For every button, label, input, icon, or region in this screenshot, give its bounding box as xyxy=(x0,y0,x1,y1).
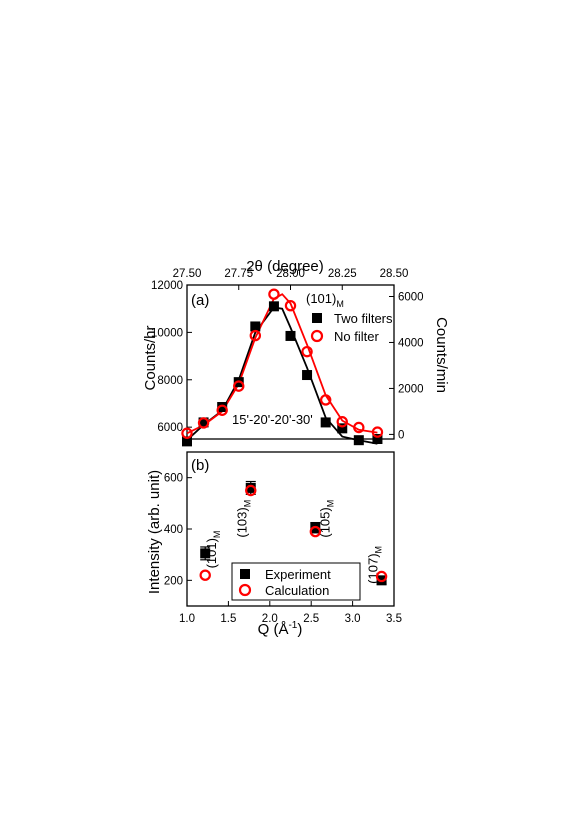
legend-a-marker-no-filter xyxy=(310,329,324,343)
data-point-no-filter xyxy=(301,345,313,358)
panel-a-annotation: 15'-20'-20'-30' xyxy=(232,412,313,427)
data-point-experiment xyxy=(245,482,256,493)
y-tick-label-b: 200 xyxy=(164,575,183,587)
legend-b-label-experiment: Experiment xyxy=(265,567,331,582)
panel-b-label: (b) xyxy=(191,457,209,474)
x-axis-title-b-main: Q (Å xyxy=(258,621,289,638)
top-x-tick-label: 28.50 xyxy=(380,268,409,280)
legend-a-label-two-filters: Two filters xyxy=(334,311,393,326)
panel-a: 2θ (degree) Counts/hr Counts/min (a) (10… xyxy=(142,258,450,447)
right-y-axis-title: Counts/min xyxy=(433,317,450,393)
right-y-tick-label: 0 xyxy=(398,429,404,441)
left-y-tick-label: 10000 xyxy=(151,327,183,339)
data-point-no-filter xyxy=(353,421,365,434)
data-point-calculation xyxy=(199,569,211,581)
x-tick-label-b: 3.5 xyxy=(386,613,402,625)
panel-b: (b) Intensity (arb. unit) Q (Å-1) Experi… xyxy=(146,451,402,638)
x-tick-label-b: 3.0 xyxy=(345,613,361,625)
y-tick-label-b: 600 xyxy=(164,473,183,485)
top-x-tick-label: 27.75 xyxy=(224,268,253,280)
peak-label-b-main: (101) xyxy=(204,538,219,568)
top-x-tick-label: 27.50 xyxy=(173,268,202,280)
x-tick-label-b: 1.0 xyxy=(179,613,195,625)
data-point-two-filters xyxy=(250,321,261,332)
data-point-two-filters xyxy=(217,402,228,413)
legend-a: Two filters No filter xyxy=(310,311,393,344)
peak-label-b-sub: M xyxy=(212,531,222,539)
data-point-no-filter xyxy=(371,426,384,438)
top-x-axis-title: 2θ (degree) xyxy=(246,258,324,275)
x-tick-label-b: 2.5 xyxy=(303,613,319,625)
right-y-tick-label: 2000 xyxy=(398,383,424,395)
panel-a-label: (a) xyxy=(191,292,209,309)
legend-b-label-calculation: Calculation xyxy=(265,583,329,598)
data-point-two-filters xyxy=(372,434,383,444)
x-axis-title-b-tail: ) xyxy=(297,621,302,638)
x-tick-label-b: 2.0 xyxy=(262,613,278,625)
data-point-two-filters xyxy=(337,423,348,434)
peak-label-b: (103)M xyxy=(235,500,253,538)
peak-label-b-sub: M xyxy=(325,500,335,508)
data-point-two-filters xyxy=(182,436,192,447)
x-tick-label-b: 1.5 xyxy=(220,613,236,625)
data-point-no-filter xyxy=(249,329,262,342)
x-axis-title-b-sup: -1 xyxy=(288,620,297,631)
peak-label-b-sub: M xyxy=(373,546,383,554)
panel-a-peak-label: (101)M xyxy=(306,291,344,309)
legend-b-marker-calculation xyxy=(238,583,252,597)
legend-b: Experiment Calculation xyxy=(231,562,361,601)
left-y-tick-label: 12000 xyxy=(151,280,183,292)
data-point-two-filters xyxy=(285,330,296,341)
data-point-calculation xyxy=(245,484,257,497)
data-point-no-filter xyxy=(181,427,193,439)
x-axis-title-b: Q (Å-1) xyxy=(258,620,303,638)
data-point-experiment xyxy=(200,548,211,559)
data-point-no-filter xyxy=(284,299,297,312)
right-y-tick-label: 6000 xyxy=(398,291,424,303)
peak-label-b-main: (105) xyxy=(317,507,332,537)
data-point-two-filters xyxy=(320,417,331,428)
data-point-two-filters xyxy=(268,301,279,312)
left-y-tick-label: 6000 xyxy=(157,422,183,434)
data-point-no-filter xyxy=(268,288,280,300)
data-point-two-filters xyxy=(198,417,209,428)
y-axis-title-b: Intensity (arb. unit) xyxy=(146,470,163,594)
data-point-no-filter xyxy=(336,416,348,428)
peak-label-b-sub: M xyxy=(243,500,253,508)
peak-label-b: (105)M xyxy=(317,500,335,538)
legend-a-label-no-filter: No filter xyxy=(334,329,379,344)
data-point-calculation xyxy=(309,525,322,538)
data-point-two-filters xyxy=(353,435,364,446)
panel-a-peak-label-sub: M xyxy=(336,299,344,309)
y-tick-label-b: 400 xyxy=(164,524,183,536)
data-point-no-filter xyxy=(197,417,210,429)
legend-b-marker-experiment xyxy=(240,569,250,579)
data-point-calculation xyxy=(375,570,388,583)
data-point-two-filters xyxy=(302,370,313,381)
legend-b-box xyxy=(231,562,361,601)
panel-a-peak-label-main: (101) xyxy=(306,291,336,306)
data-point-no-filter xyxy=(216,404,228,416)
data-point-no-filter xyxy=(319,394,332,406)
peak-label-b-main: (103) xyxy=(235,507,250,537)
left-y-tick-label: 8000 xyxy=(157,375,183,387)
left-y-axis-title: Counts/hr xyxy=(142,325,159,390)
data-point-no-filter xyxy=(233,380,245,392)
right-y-tick-label: 4000 xyxy=(398,337,424,349)
legend-a-marker-two-filters xyxy=(312,313,322,323)
top-x-tick-label: 28.00 xyxy=(276,268,305,280)
peak-label-b: (101)M xyxy=(204,531,222,569)
top-x-tick-label: 28.25 xyxy=(328,268,357,280)
